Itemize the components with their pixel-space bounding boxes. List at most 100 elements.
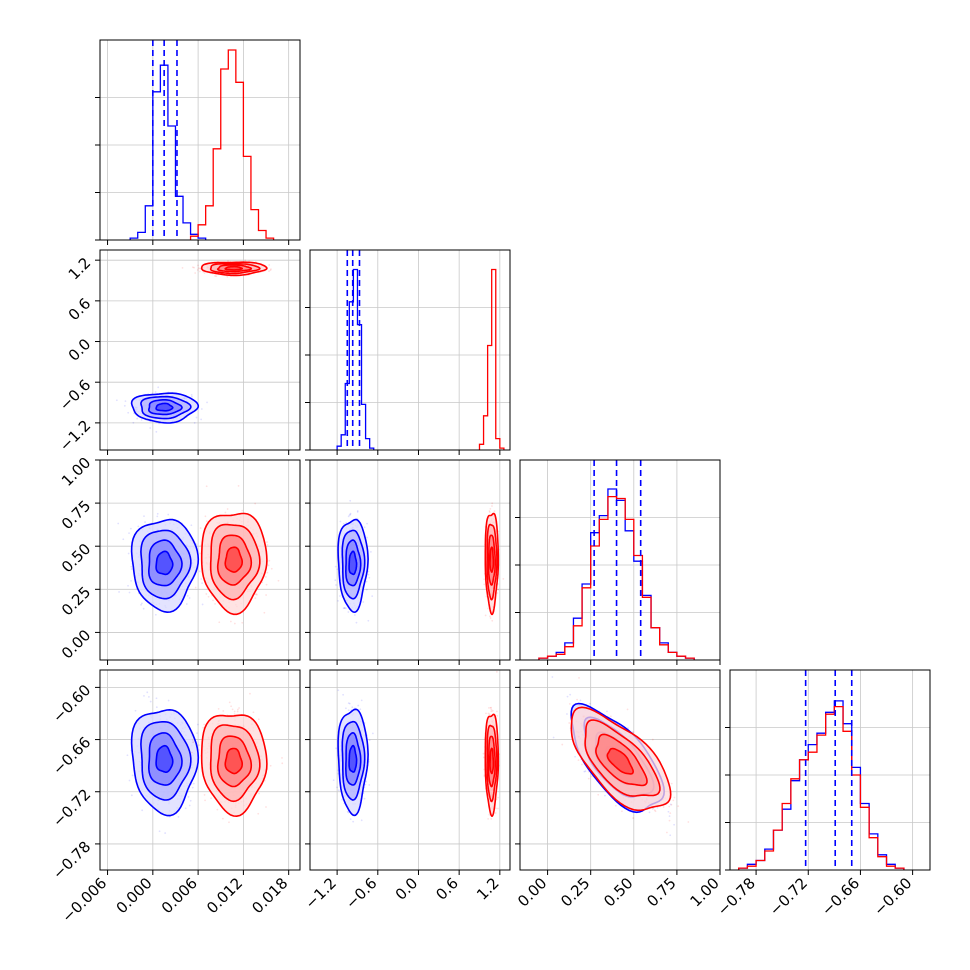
scatter-point [496, 588, 499, 591]
scatter-point [269, 269, 272, 272]
scatter-point [156, 512, 159, 515]
scatter-point [264, 575, 267, 578]
scatter-point [221, 817, 224, 820]
scatter-point [115, 399, 118, 402]
panel-1-0 [100, 250, 300, 450]
panel-2-1 [310, 460, 510, 660]
scatter-point [255, 593, 258, 596]
scatter-point [237, 708, 239, 711]
scatter-point [487, 607, 489, 610]
scatter-point [157, 386, 160, 389]
scatter-point [226, 275, 229, 278]
scatter-point [244, 259, 247, 262]
scatter-point [353, 614, 356, 616]
scatter-point [194, 586, 197, 589]
panel-1-1 [310, 250, 510, 450]
scatter-point [227, 260, 229, 262]
scatter-point [214, 602, 216, 605]
scatter-point [127, 584, 129, 587]
scatter-point [347, 611, 350, 613]
scatter-point [334, 565, 337, 568]
scatter-point [226, 508, 229, 510]
scatter-point [198, 744, 201, 747]
scatter-point [123, 404, 126, 407]
scatter-point [127, 411, 130, 414]
scatter-point [254, 502, 257, 505]
scatter-point [200, 408, 203, 410]
scatter-point [367, 570, 370, 573]
scatter-point [155, 697, 158, 700]
scatter-point [130, 579, 132, 582]
scatter-point [367, 573, 370, 576]
scatter-point [277, 579, 280, 582]
scatter-point [268, 264, 271, 266]
scatter-point [126, 754, 129, 757]
scatter-point [218, 621, 221, 624]
scatter-point [200, 578, 203, 580]
scatter-point [142, 607, 145, 610]
scatter-point [177, 815, 180, 818]
scatter-point [187, 795, 190, 798]
scatter-point [349, 513, 352, 516]
scatter-point [134, 709, 137, 712]
scatter-point [491, 505, 493, 507]
scatter-point [201, 582, 204, 584]
scatter-point [255, 593, 258, 595]
scatter-point [130, 565, 133, 568]
scatter-point [154, 613, 157, 616]
scatter-point [130, 794, 133, 797]
scatter-point [190, 394, 193, 396]
scatter-point [263, 611, 266, 614]
scatter-point [199, 270, 201, 273]
histogram-step [478, 268, 505, 450]
scatter-point [349, 512, 352, 515]
scatter-point [143, 515, 145, 518]
scatter-point [155, 706, 158, 709]
scatter-point [140, 602, 143, 605]
scatter-point [195, 416, 198, 419]
scatter-point [339, 520, 342, 523]
scatter-point [167, 699, 170, 702]
scatter-point [229, 620, 232, 623]
scatter-point [265, 594, 267, 596]
scatter-point [194, 272, 197, 274]
scatter-point [188, 804, 191, 807]
scatter-point [257, 718, 260, 721]
scatter-point [146, 691, 149, 694]
scatter-point [484, 614, 487, 617]
scatter-point [198, 749, 200, 751]
scatter-point [268, 559, 271, 562]
scatter-point [362, 601, 365, 603]
scatter-point [137, 525, 140, 528]
scatter-point [149, 427, 152, 429]
scatter-point [186, 594, 189, 597]
contour-level [489, 546, 495, 573]
scatter-point [167, 513, 170, 516]
scatter-point [368, 576, 371, 579]
scatter-point [203, 723, 206, 726]
scatter-point [269, 764, 272, 767]
scatter-point [497, 588, 500, 591]
scatter-point [493, 510, 496, 513]
scatter-point [268, 270, 270, 273]
scatter-point [366, 522, 368, 525]
scatter-point [204, 799, 206, 802]
scatter-point [249, 692, 251, 695]
contour-level [224, 546, 243, 573]
scatter-point [336, 568, 339, 571]
scatter-point [155, 430, 158, 433]
scatter-point [128, 591, 131, 594]
scatter-point [158, 830, 161, 833]
scatter-point [129, 527, 132, 530]
scatter-point [241, 621, 244, 624]
contour-level [348, 550, 358, 576]
scatter-point [156, 515, 159, 518]
scatter-point [483, 583, 486, 586]
scatter-point [343, 607, 346, 609]
scatter-point [193, 266, 195, 269]
scatter-point [270, 268, 272, 271]
scatter-point [189, 799, 192, 802]
scatter-point [365, 588, 368, 591]
scatter-point [215, 275, 218, 278]
scatter-point [122, 538, 125, 541]
